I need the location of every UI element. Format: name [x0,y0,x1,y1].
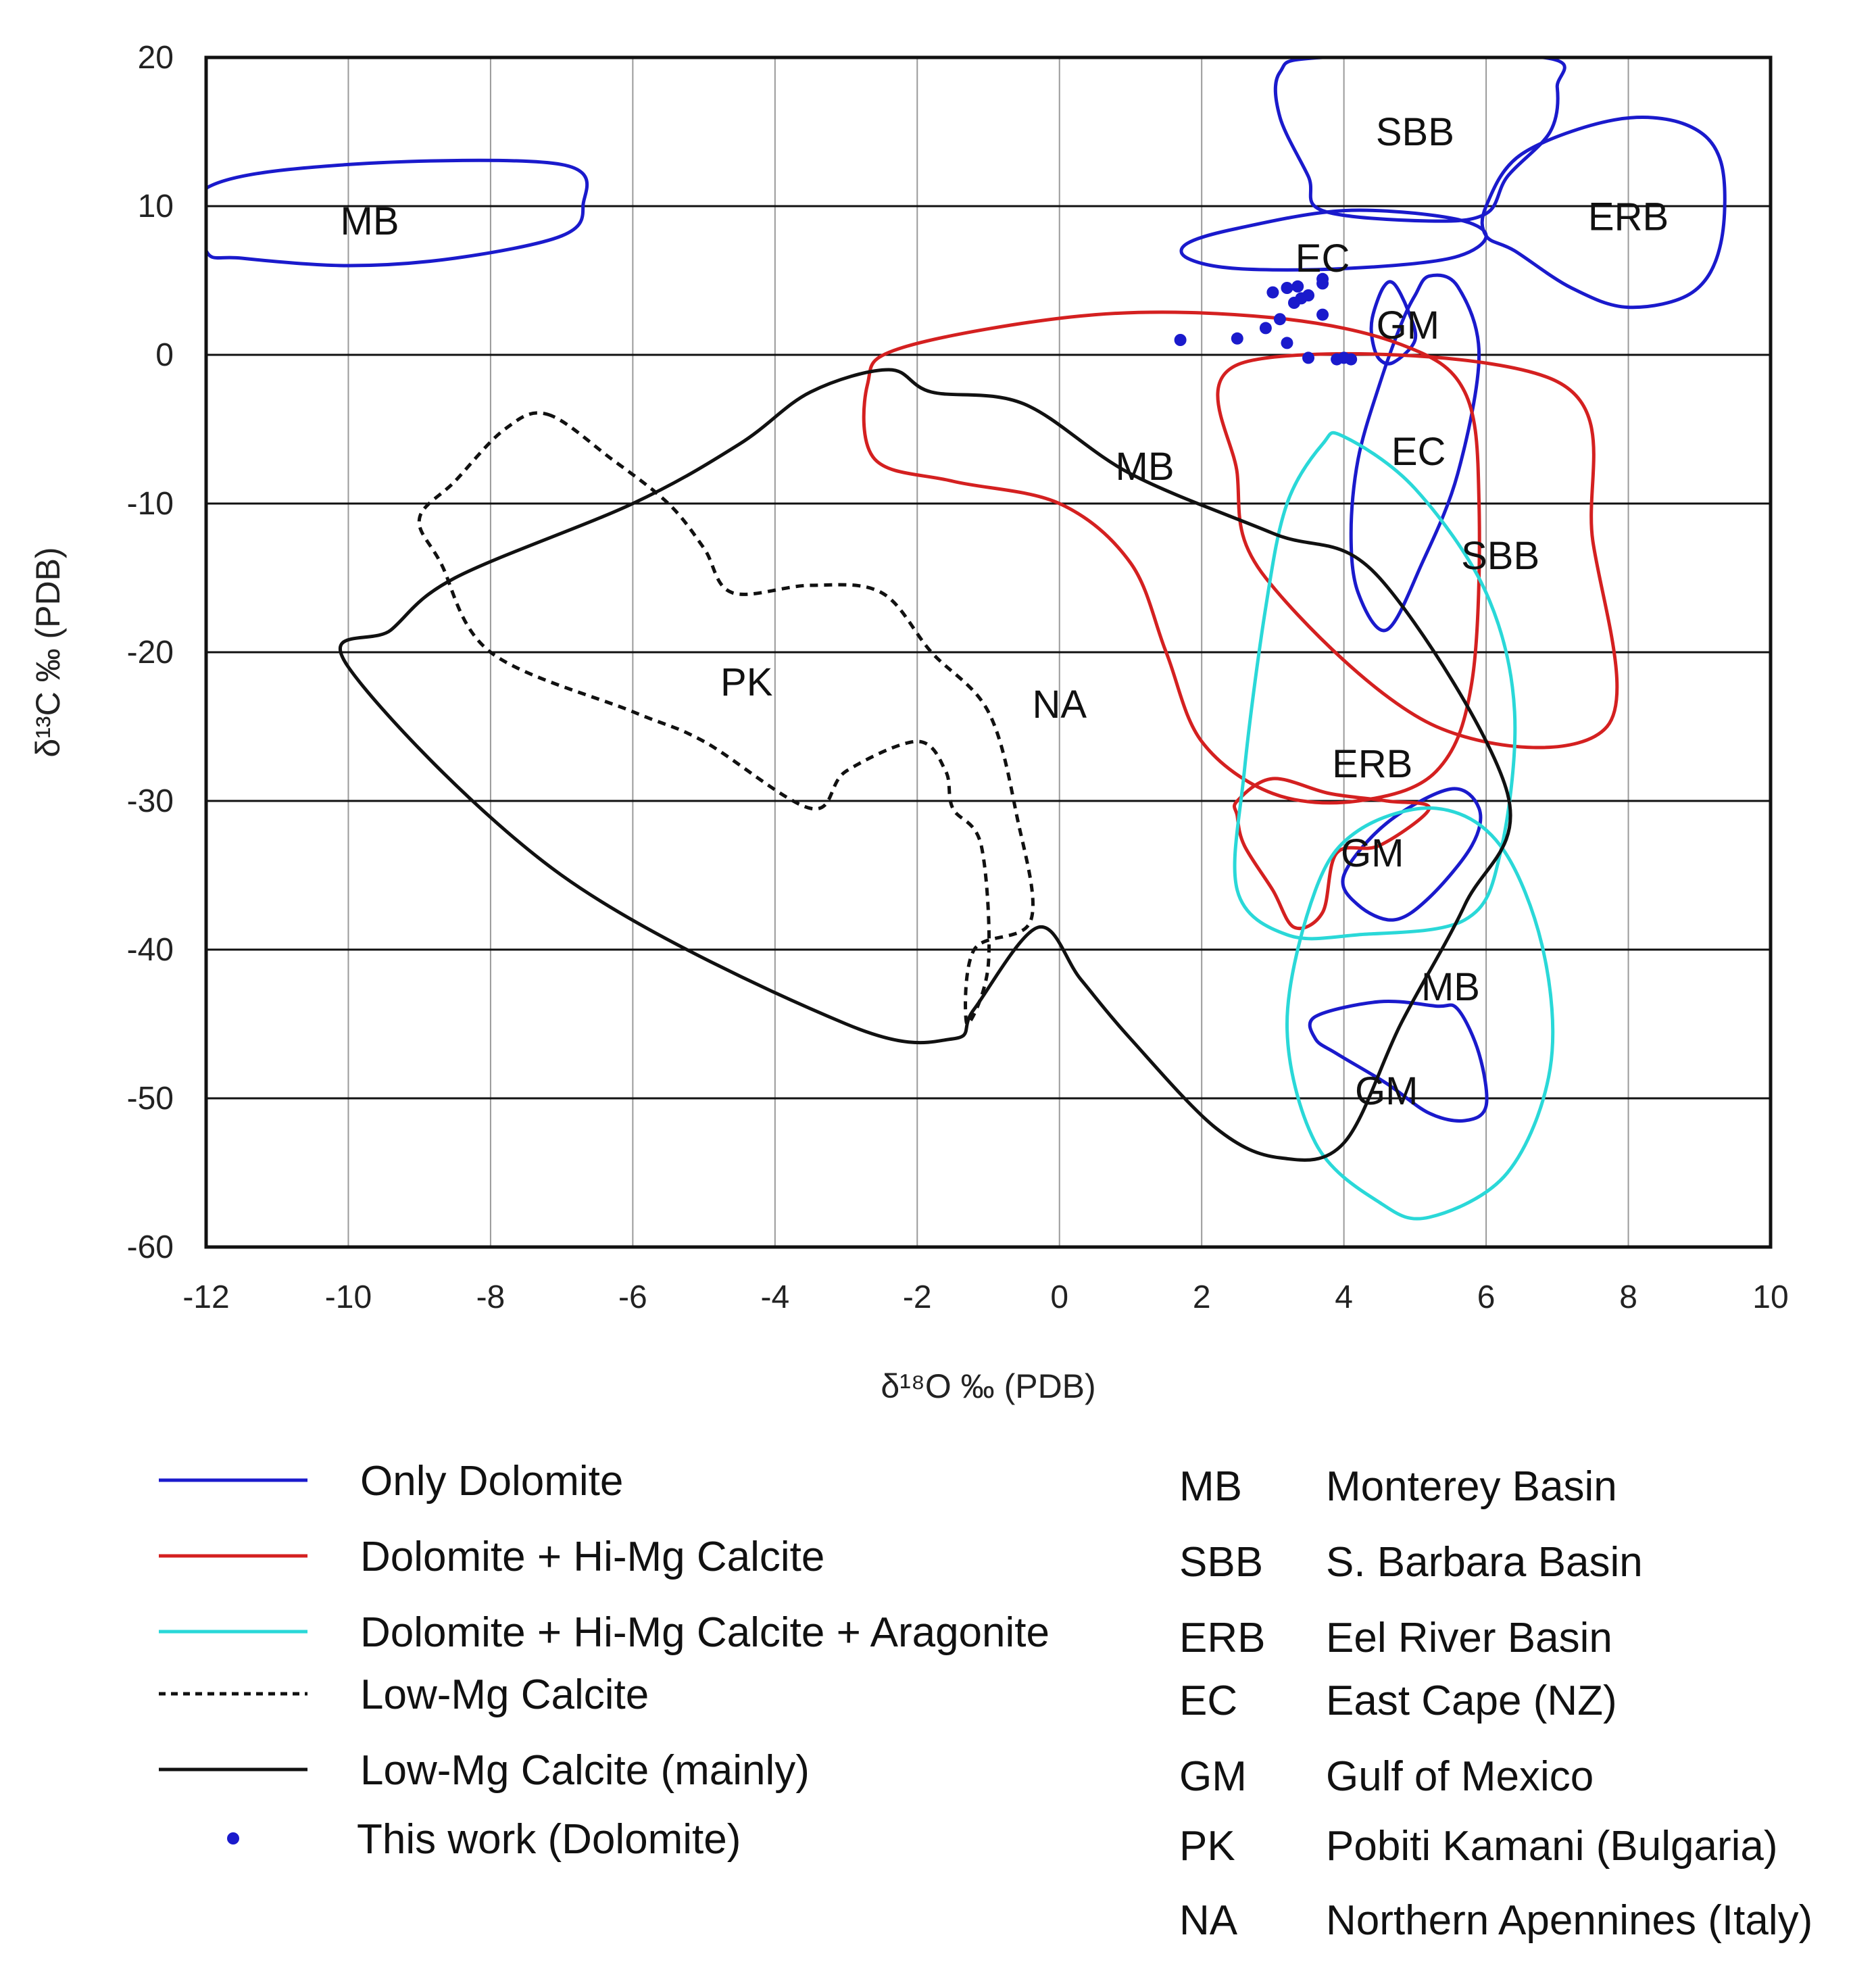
tick-labels: -12 -10 -8 -6 -4 -2 0 2 4 6 8 1020100-10-20-30-40-5… [127,40,1789,1315]
y-tick-label: -30 [127,783,174,819]
data-point [1345,353,1358,366]
legend-abbreviations: MB Monterey Basin SBB S. Barbara Basin ERB Ee… [1179,1463,1812,1944]
plot-frame [204,55,1773,1249]
region-outline [1308,1000,1489,1123]
region-outline [1349,273,1481,633]
data-point [1291,280,1304,293]
x-tick-label: 2 [1193,1279,1211,1315]
legend-label: Dolomite + Hi-Mg Calcite [360,1534,824,1580]
legend-label: Dolomite + Hi-Mg Calcite + Aragonite [360,1609,1050,1656]
legend-label: Only Dolomite [360,1458,623,1505]
legend-abbr: SBB [1179,1539,1263,1586]
region-outline [206,158,589,268]
data-point [1281,282,1293,294]
y-tick-label: -60 [127,1229,174,1265]
x-tick-label: -2 [903,1279,932,1315]
region-label: EC [1295,237,1350,280]
region-outline [338,368,1512,1162]
y-tick-label: 10 [138,189,174,224]
region-label: ERB [1332,742,1412,786]
x-tick-label: -10 [325,1279,372,1315]
x-tick-label: -12 [182,1279,229,1315]
data-point [1266,286,1279,299]
region-outline [1232,777,1431,930]
x-tick-label: 10 [1752,1279,1788,1315]
region-label: EC [1391,430,1446,474]
legend-abbr: GM [1179,1753,1247,1800]
legend-name: Gulf of Mexico [1326,1753,1594,1800]
regions [206,57,1727,1221]
data-point [1273,313,1286,326]
legend-label: Low-Mg Calcite (mainly) [360,1747,810,1794]
legend-abbr: EC [1179,1678,1237,1724]
legend-abbr: NA [1179,1897,1238,1944]
legend-name: Northern Apennines (Italy) [1326,1897,1812,1944]
x-tick-label: -4 [760,1279,789,1315]
region-outline [1341,787,1483,922]
region-label: GM [1341,831,1404,875]
y-tick-label: -10 [127,486,174,522]
x-tick-label: 6 [1477,1279,1496,1315]
data-point [1281,337,1293,349]
legend-label: Low-Mg Calcite [360,1671,649,1718]
region-labels: MB SBB ERB EC GM EC MB SBB PK NA ERB GM MB GM [341,110,1669,1113]
x-axis-label: δ¹⁸O ‰ (PDB) [881,1367,1095,1405]
legend-abbr: PK [1179,1823,1235,1870]
x-tick-label: -6 [618,1279,647,1315]
legend-dot-marker [227,1832,239,1844]
y-tick-label: -50 [127,1081,174,1117]
legend-styles: Only Dolomite Dolomite + Hi-Mg Calcite Dol… [159,1458,1050,1863]
region-outline [1233,431,1517,941]
region-outline [1369,280,1418,366]
data-point [1316,308,1329,321]
x-tick-label: 4 [1335,1279,1353,1315]
data-point [1302,289,1315,301]
legend-name: Monterey Basin [1326,1463,1617,1510]
region-label: MB [1421,965,1480,1009]
region-outline [417,411,1035,1026]
legend-label: This work (Dolomite) [357,1816,741,1863]
x-tick-label: -8 [476,1279,505,1315]
region-outline [1273,57,1566,223]
region-label: PK [720,660,773,704]
legend-abbr: ERB [1179,1615,1265,1661]
legend-name: S. Barbara Basin [1326,1539,1643,1586]
region-label: MB [341,199,399,243]
legend-abbr: MB [1179,1463,1242,1510]
grid [206,57,1771,1247]
data-point [1316,272,1329,285]
region-outline [862,310,1481,805]
region-outline [1216,351,1619,750]
legend-name: Pobiti Kamani (Bulgaria) [1326,1823,1778,1870]
data-point [1259,322,1272,335]
region-label: GM [1377,303,1439,347]
data-point [1302,351,1315,364]
region-label: NA [1032,683,1087,727]
y-tick-label: 0 [155,337,174,373]
y-tick-label: 20 [138,40,174,76]
region-label: SBB [1461,534,1539,578]
y-axis-label: δ¹³C ‰ (PDB) [29,547,67,757]
region-label: ERB [1588,195,1669,239]
x-tick-label: 0 [1050,1279,1068,1315]
legend-name: Eel River Basin [1326,1615,1612,1661]
region-label: MB [1116,445,1175,489]
region-label: GM [1355,1069,1418,1113]
y-tick-label: -40 [127,932,174,968]
region-outline [1285,806,1555,1221]
data-point [1174,334,1187,346]
y-tick-label: -20 [127,635,174,670]
data-points [1174,272,1358,366]
data-point [1231,332,1243,345]
legend-name: East Cape (NZ) [1326,1678,1617,1724]
x-tick-label: 8 [1619,1279,1637,1315]
region-label: SBB [1376,110,1454,154]
region-outline [1480,116,1727,310]
region-outline [1179,208,1488,272]
